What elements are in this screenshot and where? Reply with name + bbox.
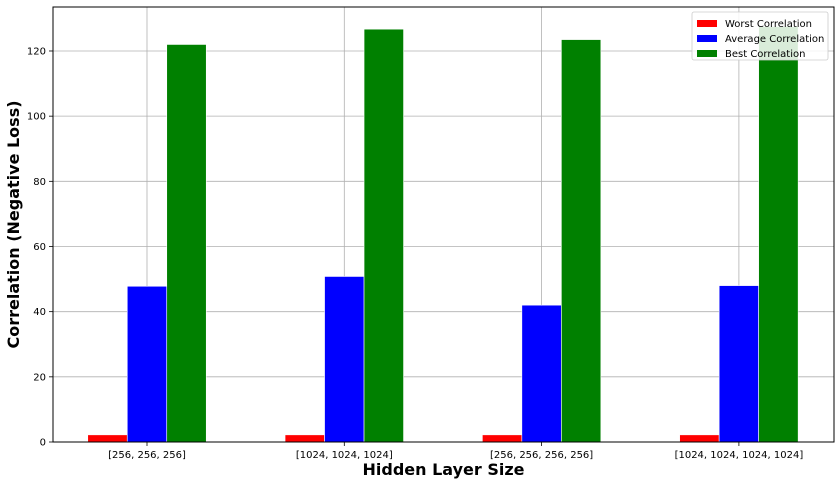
bar-best-correlation (363, 28, 404, 443)
y-tick-label: 120 (27, 46, 46, 57)
bar-worst-correlation (679, 434, 720, 443)
x-axis-title: Hidden Layer Size (362, 460, 524, 479)
legend-box (691, 11, 829, 61)
bar-average-correlation (126, 285, 168, 443)
legend: Worst Correlation Average Correlation Best… (691, 11, 829, 61)
legend-swatch (697, 50, 717, 57)
bar-best-correlation (561, 39, 602, 443)
legend-label: Average Correlation (725, 34, 824, 45)
y-tick-label: 100 (27, 112, 46, 123)
y-tick-label: 20 (33, 372, 46, 383)
x-tick-label: [1024, 1024, 1024, 1024] (675, 450, 804, 461)
bar-average-correlation (521, 304, 562, 443)
y-tick-label: 80 (33, 177, 46, 188)
bar-average-correlation (718, 285, 759, 443)
bar-worst-correlation (482, 434, 523, 443)
bar-worst-correlation (87, 434, 128, 443)
x-tick-label: [256, 256, 256, 256] (490, 450, 593, 461)
ticks: 0 20 40 60 80 100 120 [256, 256, 256] [1024, 102… (27, 46, 803, 461)
x-tick-label: [1024, 1024, 1024] (296, 450, 393, 461)
y-tick-label: 40 (33, 307, 46, 318)
bar-best-correlation (166, 44, 207, 443)
legend-label: Best Correlation (725, 49, 805, 60)
plot-frame (52, 6, 835, 443)
bar-best-correlation (758, 26, 799, 443)
x-tick-label: [256, 256, 256] (108, 450, 186, 461)
legend-swatch (697, 20, 717, 27)
y-tick-label: 60 (33, 242, 46, 253)
y-axis-title: Correlation (Negative Loss) (4, 100, 23, 348)
bar-average-correlation (324, 276, 365, 443)
y-tick-label: 0 (40, 438, 46, 449)
legend-swatch (697, 35, 717, 42)
bar-worst-correlation (284, 434, 325, 443)
legend-label: Worst Correlation (725, 19, 812, 30)
bars (87, 26, 799, 443)
